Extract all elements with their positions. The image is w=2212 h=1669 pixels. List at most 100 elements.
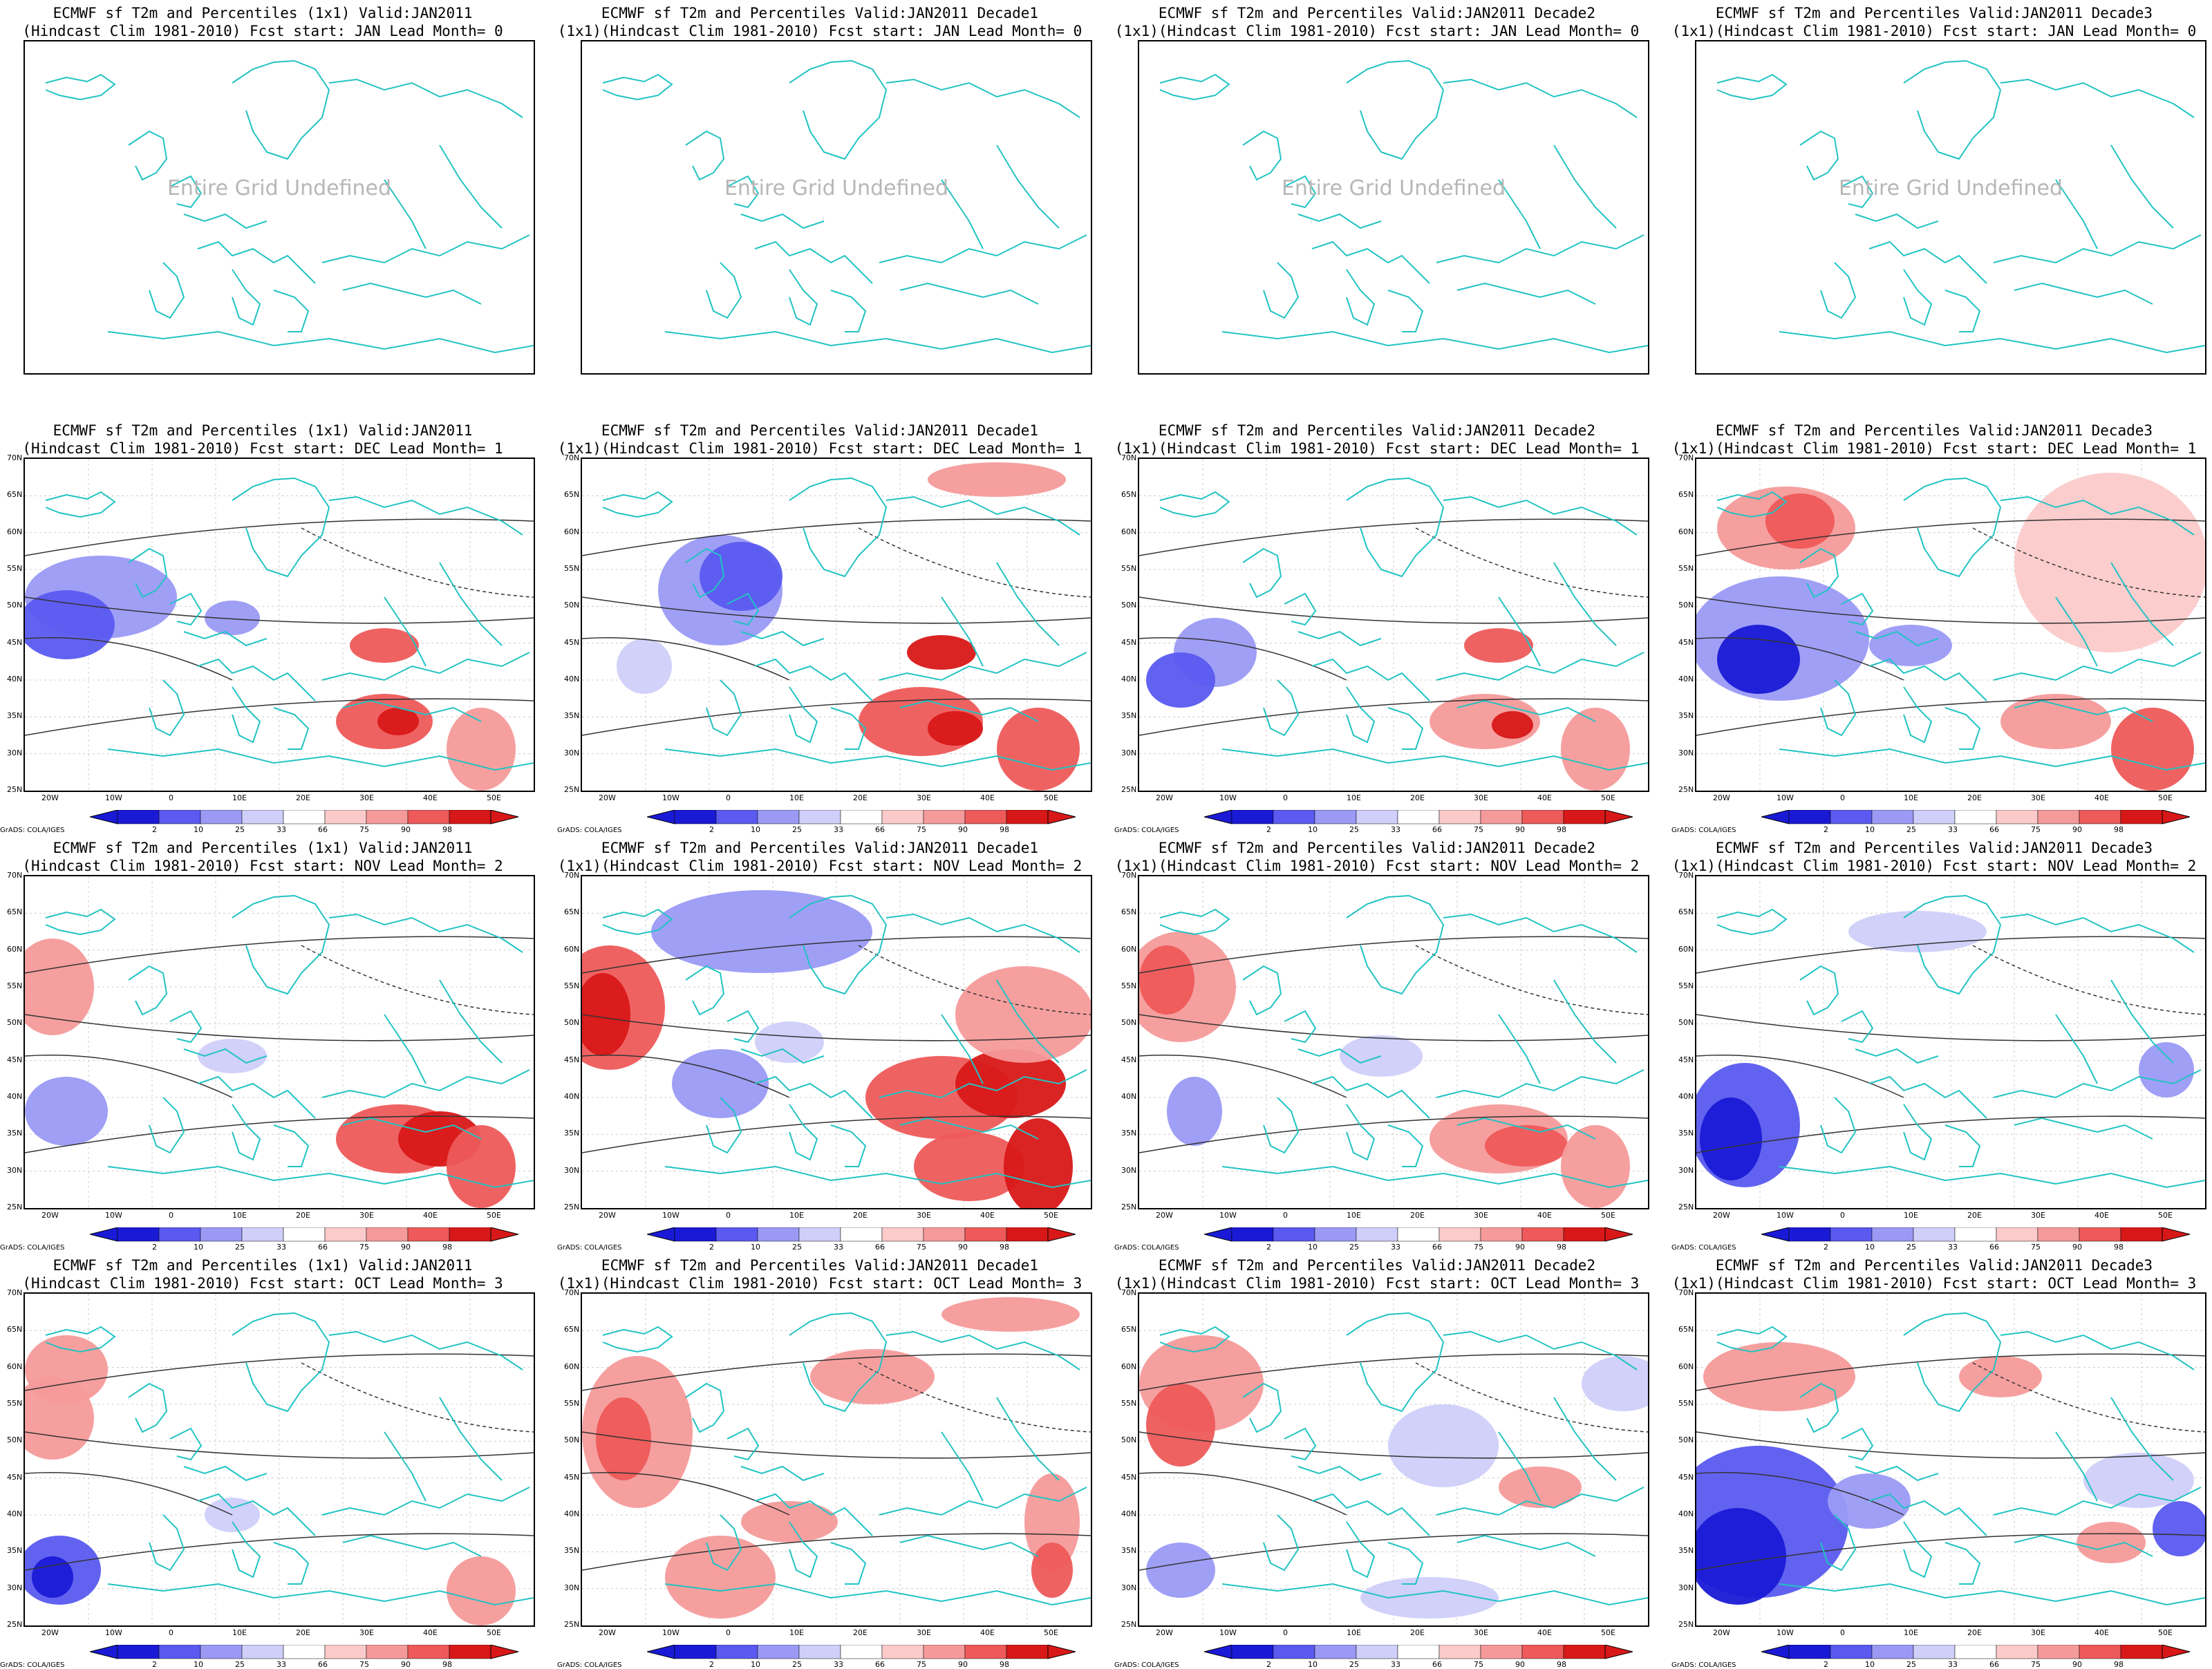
coastline [328,1330,523,1370]
panel-title: ECMWF sf T2m and Percentiles Valid:JAN20… [557,422,1082,458]
longitude-tick-label: 10E [1904,1211,1918,1220]
panel-title: ECMWF sf T2m and Percentiles Valid:JAN20… [1114,422,1640,458]
percentile-colorbar [647,810,1076,824]
panel-title-line1: ECMWF sf T2m and Percentiles Valid:JAN20… [601,840,1039,856]
colorbar-swatch [1788,810,1831,824]
latitude-tick-label: 35N [1121,1129,1137,1138]
panel-title-line1: ECMWF sf T2m and Percentiles Valid:JAN20… [1158,1257,1596,1274]
colorbar-swatch [2079,1227,2121,1242]
coastline [328,496,523,536]
map-canvas [1696,459,2205,791]
colorbar-swatch [840,1645,883,1659]
latitude-tick-label: 60N [7,944,23,954]
latitude-tick-label: 35N [1678,1129,1694,1138]
longitude-tick-label: 0 [1283,1628,1288,1637]
coastline [830,290,867,332]
coastline [2110,144,2174,229]
temperature-contour [1696,1055,1904,1098]
latitude-tick-label: 70N [1678,871,1694,880]
colorbar-upper-triangle [2162,1645,2191,1659]
colorbar-upper-triangle [490,1227,519,1242]
grads-credit: GrADS: COLA/IGES [557,1661,622,1669]
temperature-contour [25,936,534,974]
colorbar-label: 33 [834,825,843,834]
coastline [1841,1427,1874,1461]
coastline [1443,913,1638,953]
coastline [941,1431,984,1502]
percentile-colorbar [1761,1227,2191,1242]
map-canvas [25,459,534,791]
colorbar-label: 10 [194,825,203,834]
coastline [664,330,1091,354]
longitude-tick-label: 20W [1713,793,1730,802]
coastline [879,1487,1087,1516]
map-canvas [582,1294,1091,1625]
panel-title-line2: (1x1)(Hindcast Clim 1981-2010) Fcst star… [557,440,1082,457]
colorbar-label: 98 [2114,1243,2124,1252]
coastline [169,1010,203,1044]
coastline [727,1010,760,1044]
longitude-tick-label: 50E [487,1211,501,1220]
latitude-tick-label: 25N [7,1203,23,1211]
colorbar-label: 2 [152,1660,157,1669]
panel-title-line2: (Hindcast Clim 1981-2010) Fcst start: DE… [22,440,503,457]
colorbar-swatch [283,1227,326,1242]
coastline [1820,679,1857,737]
temperature-contour [25,1533,534,1571]
colorbar-label: 2 [1266,825,1271,834]
percentile-shading [377,708,419,735]
coastline [1221,748,1648,771]
coastline [1498,1014,1541,1084]
coastline [384,1431,427,1502]
latitude-tick-label: 55N [564,564,580,573]
colorbar-label: 66 [1989,1243,1999,1252]
longitude-tick-label: 30E [917,1628,931,1637]
coastline [1903,1104,1933,1161]
latitude-tick-label: 30N [1121,748,1137,757]
coastline [899,1534,1039,1557]
colorbar-label: 75 [917,1243,926,1252]
longitude-tick-label: 30E [359,1211,374,1220]
colorbar-lower-triangle [1204,1227,1232,1242]
latitude-tick-label: 30N [7,1583,23,1592]
colorbar-label: 75 [359,1660,369,1669]
grads-credit: GrADS: COLA/IGES [0,827,65,834]
temperature-contour [25,1431,534,1459]
panel-title-line1: ECMWF sf T2m and Percentiles Valid:JAN20… [1715,422,2153,439]
colorbar-swatch [2037,810,2080,824]
percentile-shading [1869,625,1952,666]
longitude-tick-label: 10E [1347,793,1361,802]
coastline [885,496,1080,536]
forecast-panel: ECMWF sf T2m and Percentiles (1x1) Valid… [0,417,535,834]
panel-title-line1: ECMWF sf T2m and Percentiles Valid:JAN20… [601,422,1039,439]
latitude-tick-label: 45N [564,1472,580,1482]
coastline [1993,1487,2202,1516]
percentile-shading [1031,1543,1073,1598]
latitude-tick-label: 65N [1678,907,1694,917]
coastline [754,1075,873,1119]
latitude-tick-label: 65N [564,907,580,917]
colorbar-label: 90 [401,1243,411,1252]
colorbar-swatch [1521,1227,1564,1242]
coastline [1841,175,1874,209]
longitude-tick-label: 20W [1713,1211,1730,1220]
colorbar-swatch [366,1227,409,1242]
coastline [1903,894,2002,995]
colorbar-swatch [674,810,717,824]
longitude-tick-label: 0 [1840,1211,1845,1220]
latitude-tick-label: 35N [7,1546,23,1556]
grads-credit: GrADS: COLA/IGES [1114,1244,1179,1252]
colorbar-lower-triangle [1204,810,1232,824]
latitude-tick-label: 60N [1121,527,1137,536]
coastline [1855,1048,1939,1064]
latitude-tick-label: 25N [564,785,580,794]
panel-title: ECMWF sf T2m and Percentiles Valid:JAN20… [1114,1256,1640,1292]
forecast-panel: ECMWF sf T2m and Percentiles Valid:JAN20… [557,835,1092,1252]
coastline [107,330,534,354]
colorbar-label: 10 [1865,1243,1875,1252]
temperature-contour [1696,1115,2205,1153]
coastline [107,1583,534,1606]
temperature-contour [582,1431,1091,1459]
longitude-tick-label: 30E [2031,1211,2045,1220]
grads-credit: GrADS: COLA/IGES [0,1244,65,1252]
